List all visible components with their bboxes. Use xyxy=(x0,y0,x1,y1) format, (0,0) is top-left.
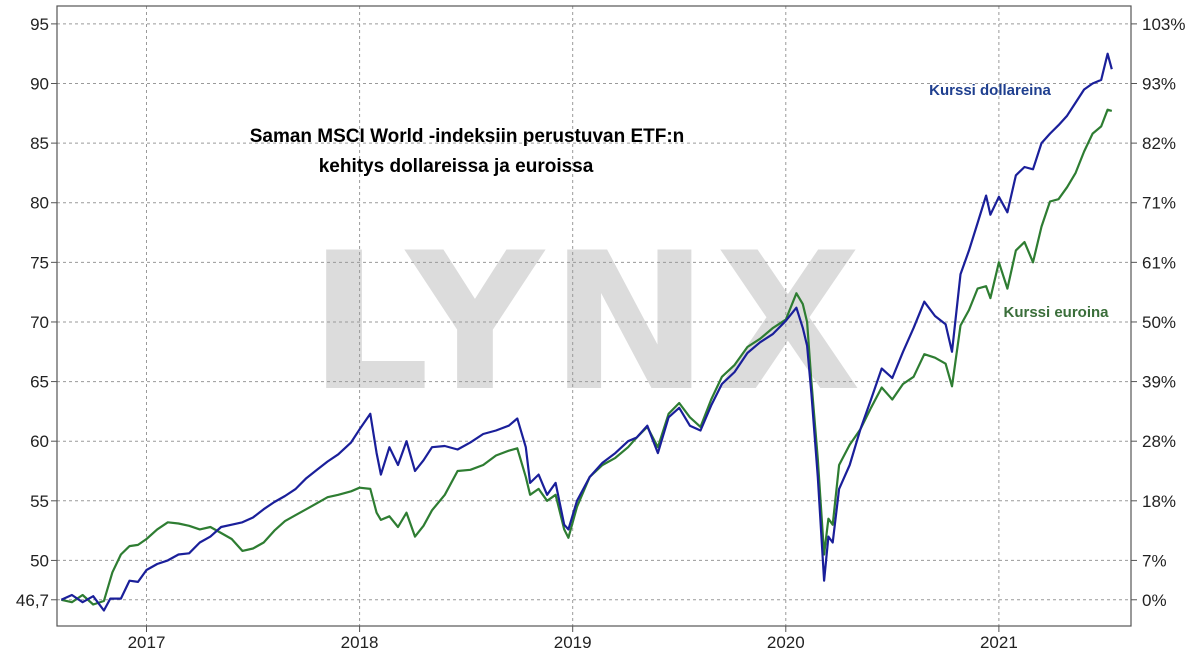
plot-frame xyxy=(56,5,1132,627)
y-left-tick-label: 80 xyxy=(30,194,49,213)
y-left-tick-label: 65 xyxy=(30,373,49,392)
y-right-tick-label: 18% xyxy=(1142,492,1176,511)
y-right-tick-label: 7% xyxy=(1142,551,1167,570)
y-left-tick-label: 95 xyxy=(30,15,49,34)
series-layer xyxy=(60,52,1113,612)
x-tick-label: 2021 xyxy=(980,633,1018,652)
y-right-tick-label: 82% xyxy=(1142,134,1176,153)
y-right-tick-label: 71% xyxy=(1142,194,1176,213)
watermark-logo: LYNX xyxy=(309,212,868,433)
y-left-tick-label: 60 xyxy=(30,432,49,451)
x-tick-label: 2019 xyxy=(554,633,592,652)
x-tick-label: 2020 xyxy=(767,633,805,652)
y-left-tick-label: 55 xyxy=(30,492,49,511)
y-left-tick-label: 46,7 xyxy=(16,591,49,610)
y-right-tick-label: 0% xyxy=(1142,591,1167,610)
y-right-tick-label: 93% xyxy=(1142,75,1176,94)
y-left-tick-label: 70 xyxy=(30,313,49,332)
y-left-tick-label: 85 xyxy=(30,134,49,153)
y-right-tick-label: 103% xyxy=(1142,15,1185,34)
x-tick-label: 2018 xyxy=(341,633,379,652)
y-right-tick-label: 61% xyxy=(1142,253,1176,272)
chart-title-line-2: kehitys dollareissa ja euroissa xyxy=(319,156,594,177)
y-right-tick-label: 28% xyxy=(1142,432,1176,451)
y-left-tick-label: 75 xyxy=(30,253,49,272)
x-axis: 2017 2018 2019 2020 2021 xyxy=(128,626,1018,652)
chart-title-line-1: Saman MSCI World -indeksiin perustuvan E… xyxy=(250,126,685,147)
y-left-tick-label: 90 xyxy=(30,75,49,94)
series-line-usd xyxy=(60,52,1113,612)
x-tick-label: 2017 xyxy=(128,633,166,652)
y-right-tick-label: 50% xyxy=(1142,313,1176,332)
y-axis-right: 103% 93% 82% 71% 61% 50% 39% 28% 18% 7% 0% xyxy=(1131,15,1185,610)
y-left-tick-label: 50 xyxy=(30,551,49,570)
grid-lines xyxy=(57,6,1131,626)
series-label-eur: Kurssi euroina xyxy=(1003,304,1109,321)
y-axis-left: 95 90 85 80 75 70 65 60 55 50 46,7 xyxy=(16,15,57,610)
y-right-tick-label: 39% xyxy=(1142,373,1176,392)
series-label-usd: Kurssi dollareina xyxy=(929,82,1051,99)
series-line-eur xyxy=(61,108,1113,606)
